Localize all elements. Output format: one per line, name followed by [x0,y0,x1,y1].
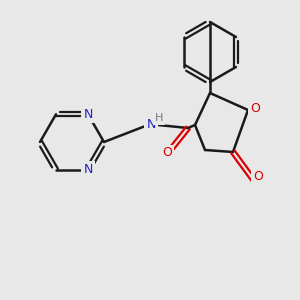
Text: O: O [162,146,172,160]
Text: N: N [83,108,93,121]
Text: H: H [155,113,163,123]
Text: O: O [253,170,263,184]
Text: N: N [83,163,93,176]
Text: N: N [146,118,156,130]
Text: O: O [250,103,260,116]
